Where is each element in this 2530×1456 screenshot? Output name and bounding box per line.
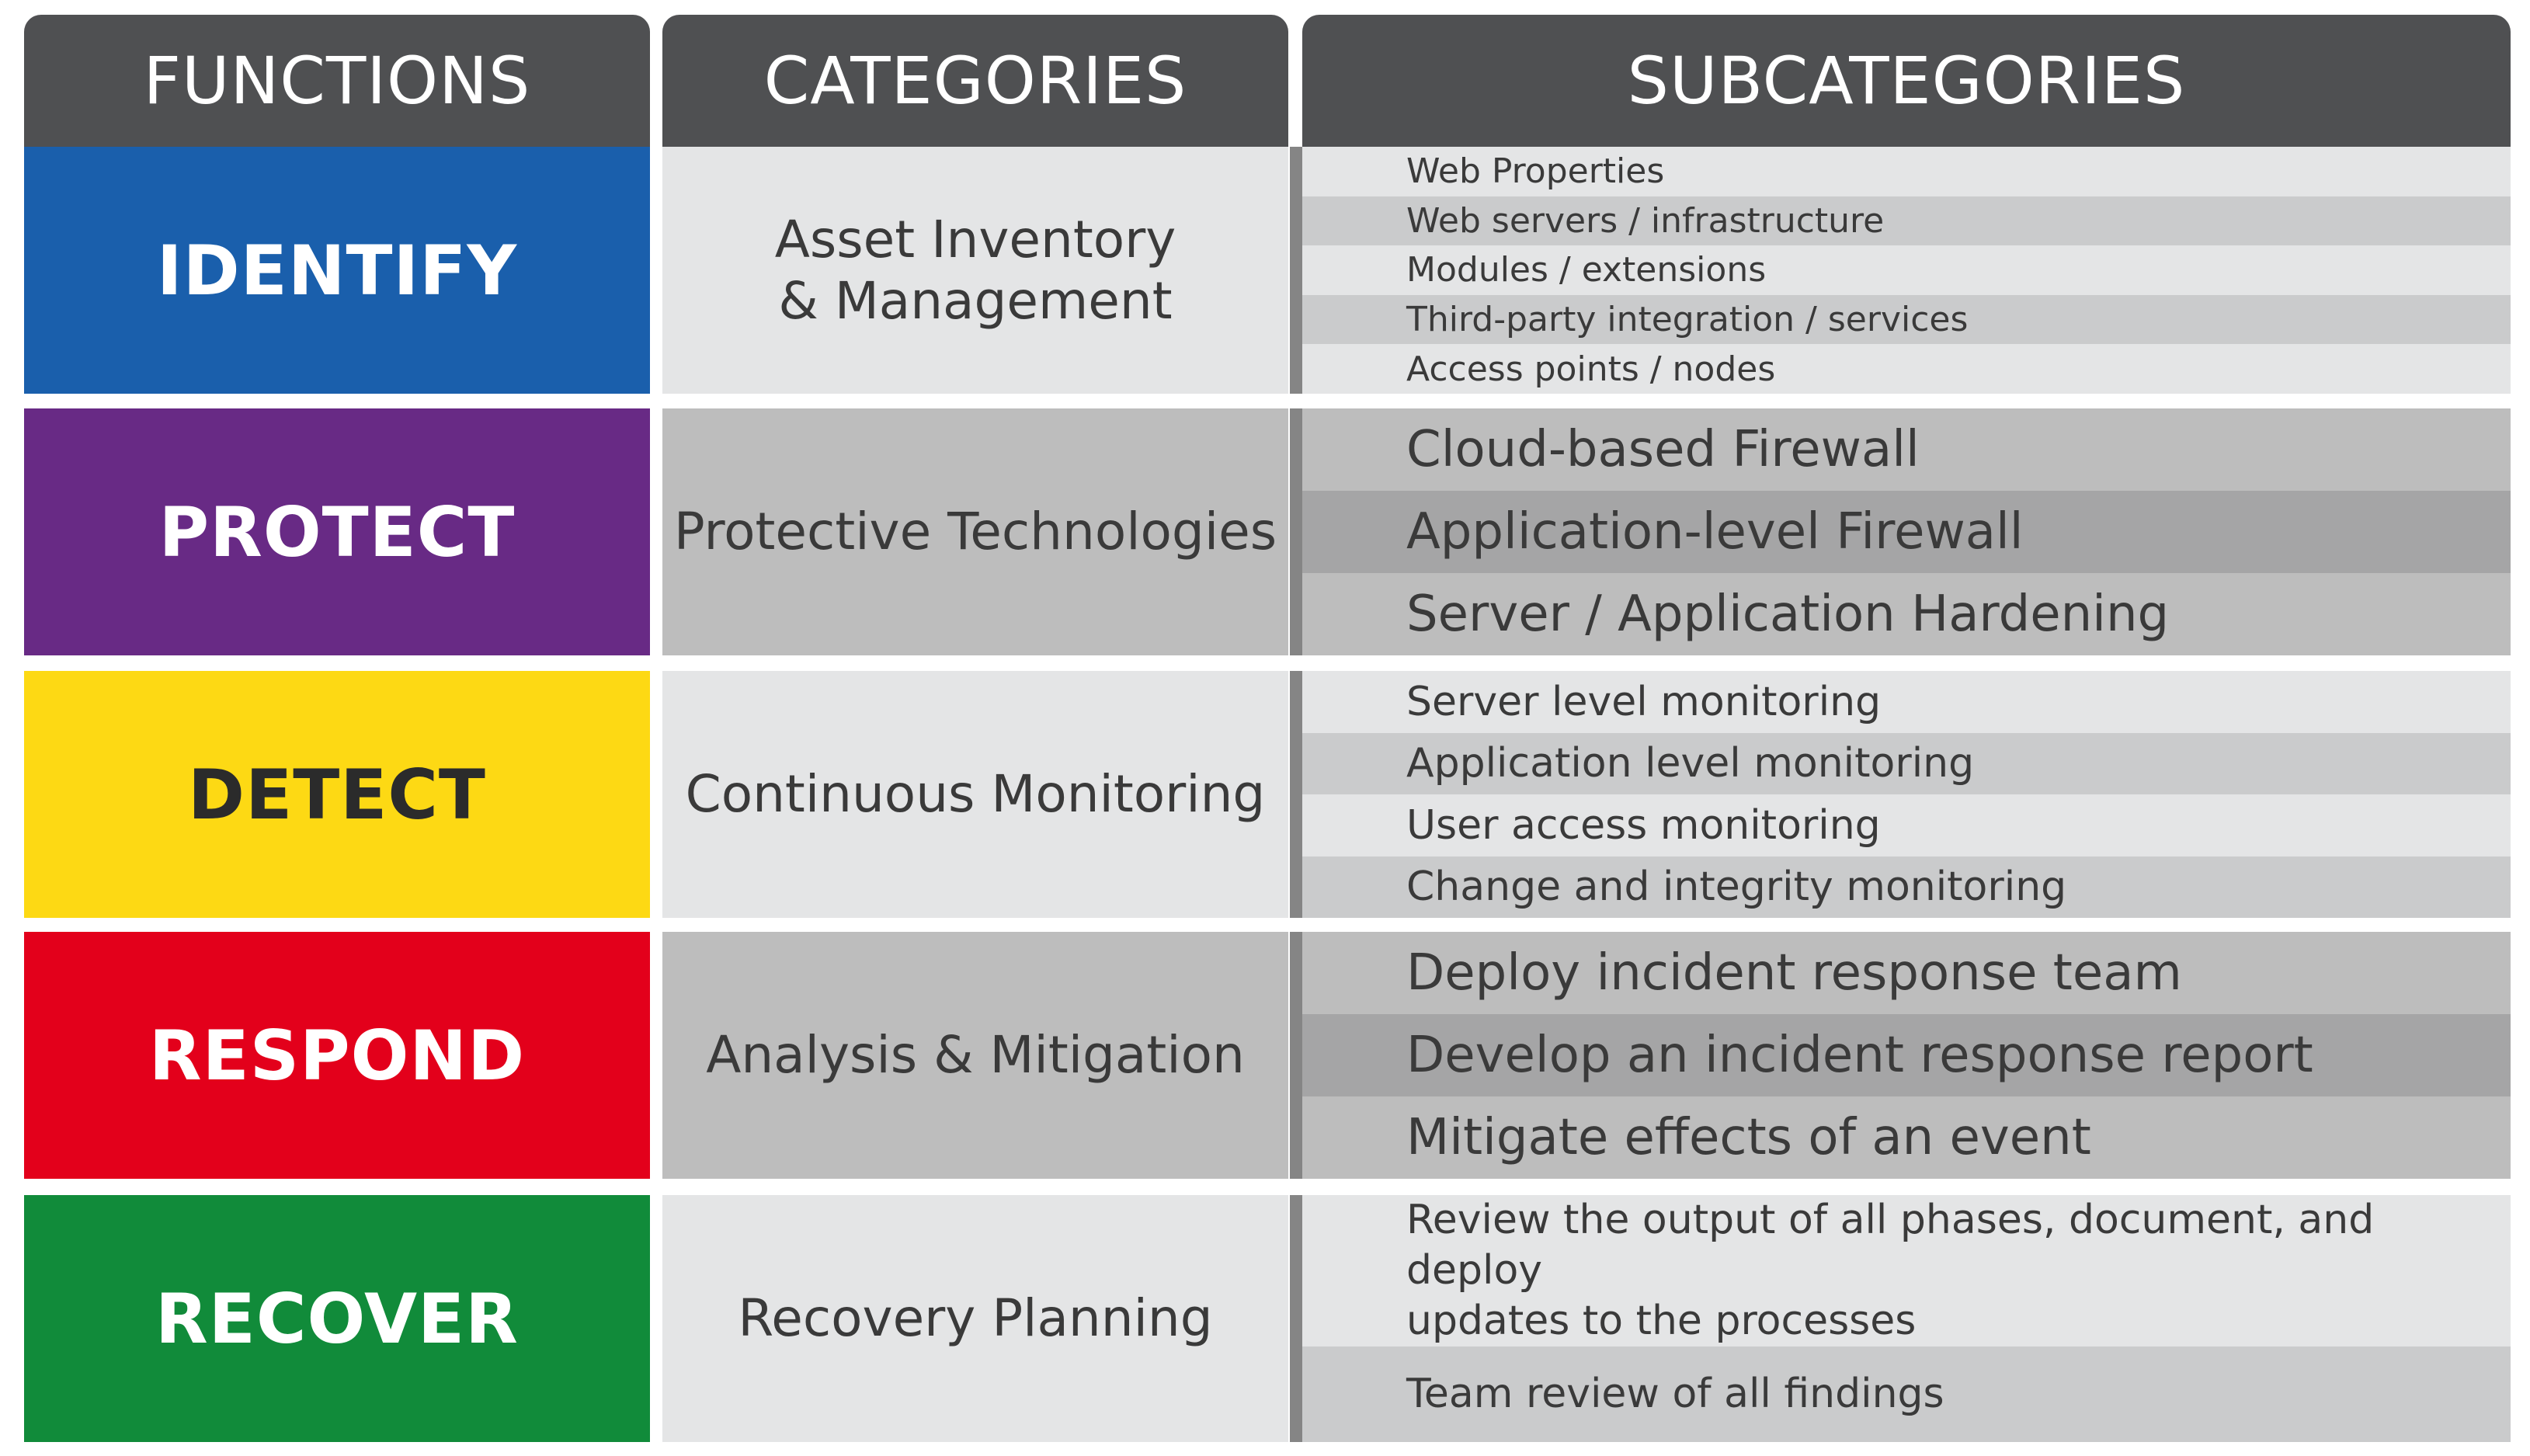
category-label: Protective Technologies: [673, 502, 1277, 562]
subcategory-label: Deploy incident response team: [1406, 944, 2182, 1002]
category-recovery-planning: Recovery Planning: [662, 1195, 1288, 1442]
category-label: Analysis & Mitigation: [706, 1025, 1245, 1086]
subcategory-label: Mitigate effects of an event: [1406, 1109, 2091, 1166]
subcategory-item: Web servers / infrastructure: [1302, 196, 2511, 246]
subcategory-label: Modules / extensions: [1406, 250, 1767, 290]
subcategory-list: Web Properties Web servers / infrastruct…: [1302, 147, 2511, 394]
subcategory-item: Change and integrity monitoring: [1302, 856, 2511, 918]
category-label: Recovery Planning: [738, 1288, 1213, 1349]
subcategory-label: Web Properties: [1406, 151, 1665, 192]
subcategory-item: Server / Application Hardening: [1302, 573, 2511, 655]
row-detect: DETECT Continuous Monitoring Server leve…: [0, 671, 2530, 918]
subcategory-item: Modules / extensions: [1302, 245, 2511, 295]
subcategory-list: Server level monitoring Application leve…: [1302, 671, 2511, 918]
subcategory-item: Mitigate effects of an event: [1302, 1096, 2511, 1179]
subcategory-list: Cloud-based Firewall Application-level F…: [1302, 408, 2511, 655]
subcategory-label: Team review of all findings: [1406, 1371, 1944, 1417]
subcategory-item: Deploy incident response team: [1302, 932, 2511, 1014]
function-detect: DETECT: [24, 671, 650, 918]
divider-bar: [1290, 147, 1302, 394]
subcategory-label: Server level monitoring: [1406, 678, 1882, 725]
category-label: Asset Inventory & Management: [774, 209, 1176, 331]
category-protective-technologies: Protective Technologies: [662, 408, 1288, 655]
category-continuous-monitoring: Continuous Monitoring: [662, 671, 1288, 918]
functions-header: FUNCTIONS: [24, 15, 650, 147]
subcategory-label: Third-party integration / services: [1406, 300, 1969, 340]
subcategory-item: Cloud-based Firewall: [1302, 408, 2511, 491]
subcategory-list: Review the output of all phases, documen…: [1302, 1195, 2511, 1442]
subcategory-item: Server level monitoring: [1302, 671, 2511, 733]
row-respond: RESPOND Analysis & Mitigation Deploy inc…: [0, 932, 2530, 1179]
divider-bar: [1290, 1195, 1302, 1442]
subcategory-item: Third-party integration / services: [1302, 294, 2511, 345]
subcategory-item: Application-level Firewall: [1302, 491, 2511, 573]
subcategory-label: Access points / nodes: [1406, 349, 1776, 389]
row-identify: IDENTIFY Asset Inventory & Management We…: [0, 147, 2530, 394]
divider-bar: [1290, 671, 1302, 918]
subcategory-item: Application level monitoring: [1302, 732, 2511, 794]
subcategory-item: Web Properties: [1302, 147, 2511, 196]
subcategory-label: Cloud-based Firewall: [1406, 421, 1920, 478]
subcategory-item: Review the output of all phases, documen…: [1302, 1195, 2511, 1347]
subcategory-label: Application level monitoring: [1406, 740, 1975, 787]
category-label: Continuous Monitoring: [685, 764, 1266, 825]
function-respond: RESPOND: [24, 932, 650, 1179]
function-identify: IDENTIFY: [24, 147, 650, 394]
row-recover: RECOVER Recovery Planning Review the out…: [0, 1195, 2530, 1442]
subcategory-label: User access monitoring: [1406, 801, 1881, 849]
divider-bar: [1290, 932, 1302, 1179]
subcategory-item: User access monitoring: [1302, 794, 2511, 857]
category-asset-inventory: Asset Inventory & Management: [662, 147, 1288, 394]
subcategory-item: Access points / nodes: [1302, 344, 2511, 394]
subcategory-list: Deploy incident response team Develop an…: [1302, 932, 2511, 1179]
subcategory-label: Review the output of all phases, documen…: [1406, 1197, 2375, 1344]
subcategories-header: SUBCATEGORIES: [1302, 15, 2511, 147]
subcategory-label: Develop an incident response report: [1406, 1027, 2313, 1084]
subcategory-label: Server / Application Hardening: [1406, 586, 2170, 643]
divider-bar: [1290, 408, 1302, 655]
categories-header: CATEGORIES: [662, 15, 1288, 147]
subcategory-label: Web servers / infrastructure: [1406, 200, 1885, 241]
function-recover: RECOVER: [24, 1195, 650, 1442]
subcategory-item: Team review of all findings: [1302, 1347, 2511, 1442]
row-protect: PROTECT Protective Technologies Cloud-ba…: [0, 408, 2530, 655]
subcategory-label: Change and integrity monitoring: [1406, 864, 2067, 911]
function-protect: PROTECT: [24, 408, 650, 655]
category-analysis-mitigation: Analysis & Mitigation: [662, 932, 1288, 1179]
subcategory-label: Application-level Firewall: [1406, 503, 2024, 561]
subcategory-item: Develop an incident response report: [1302, 1014, 2511, 1096]
